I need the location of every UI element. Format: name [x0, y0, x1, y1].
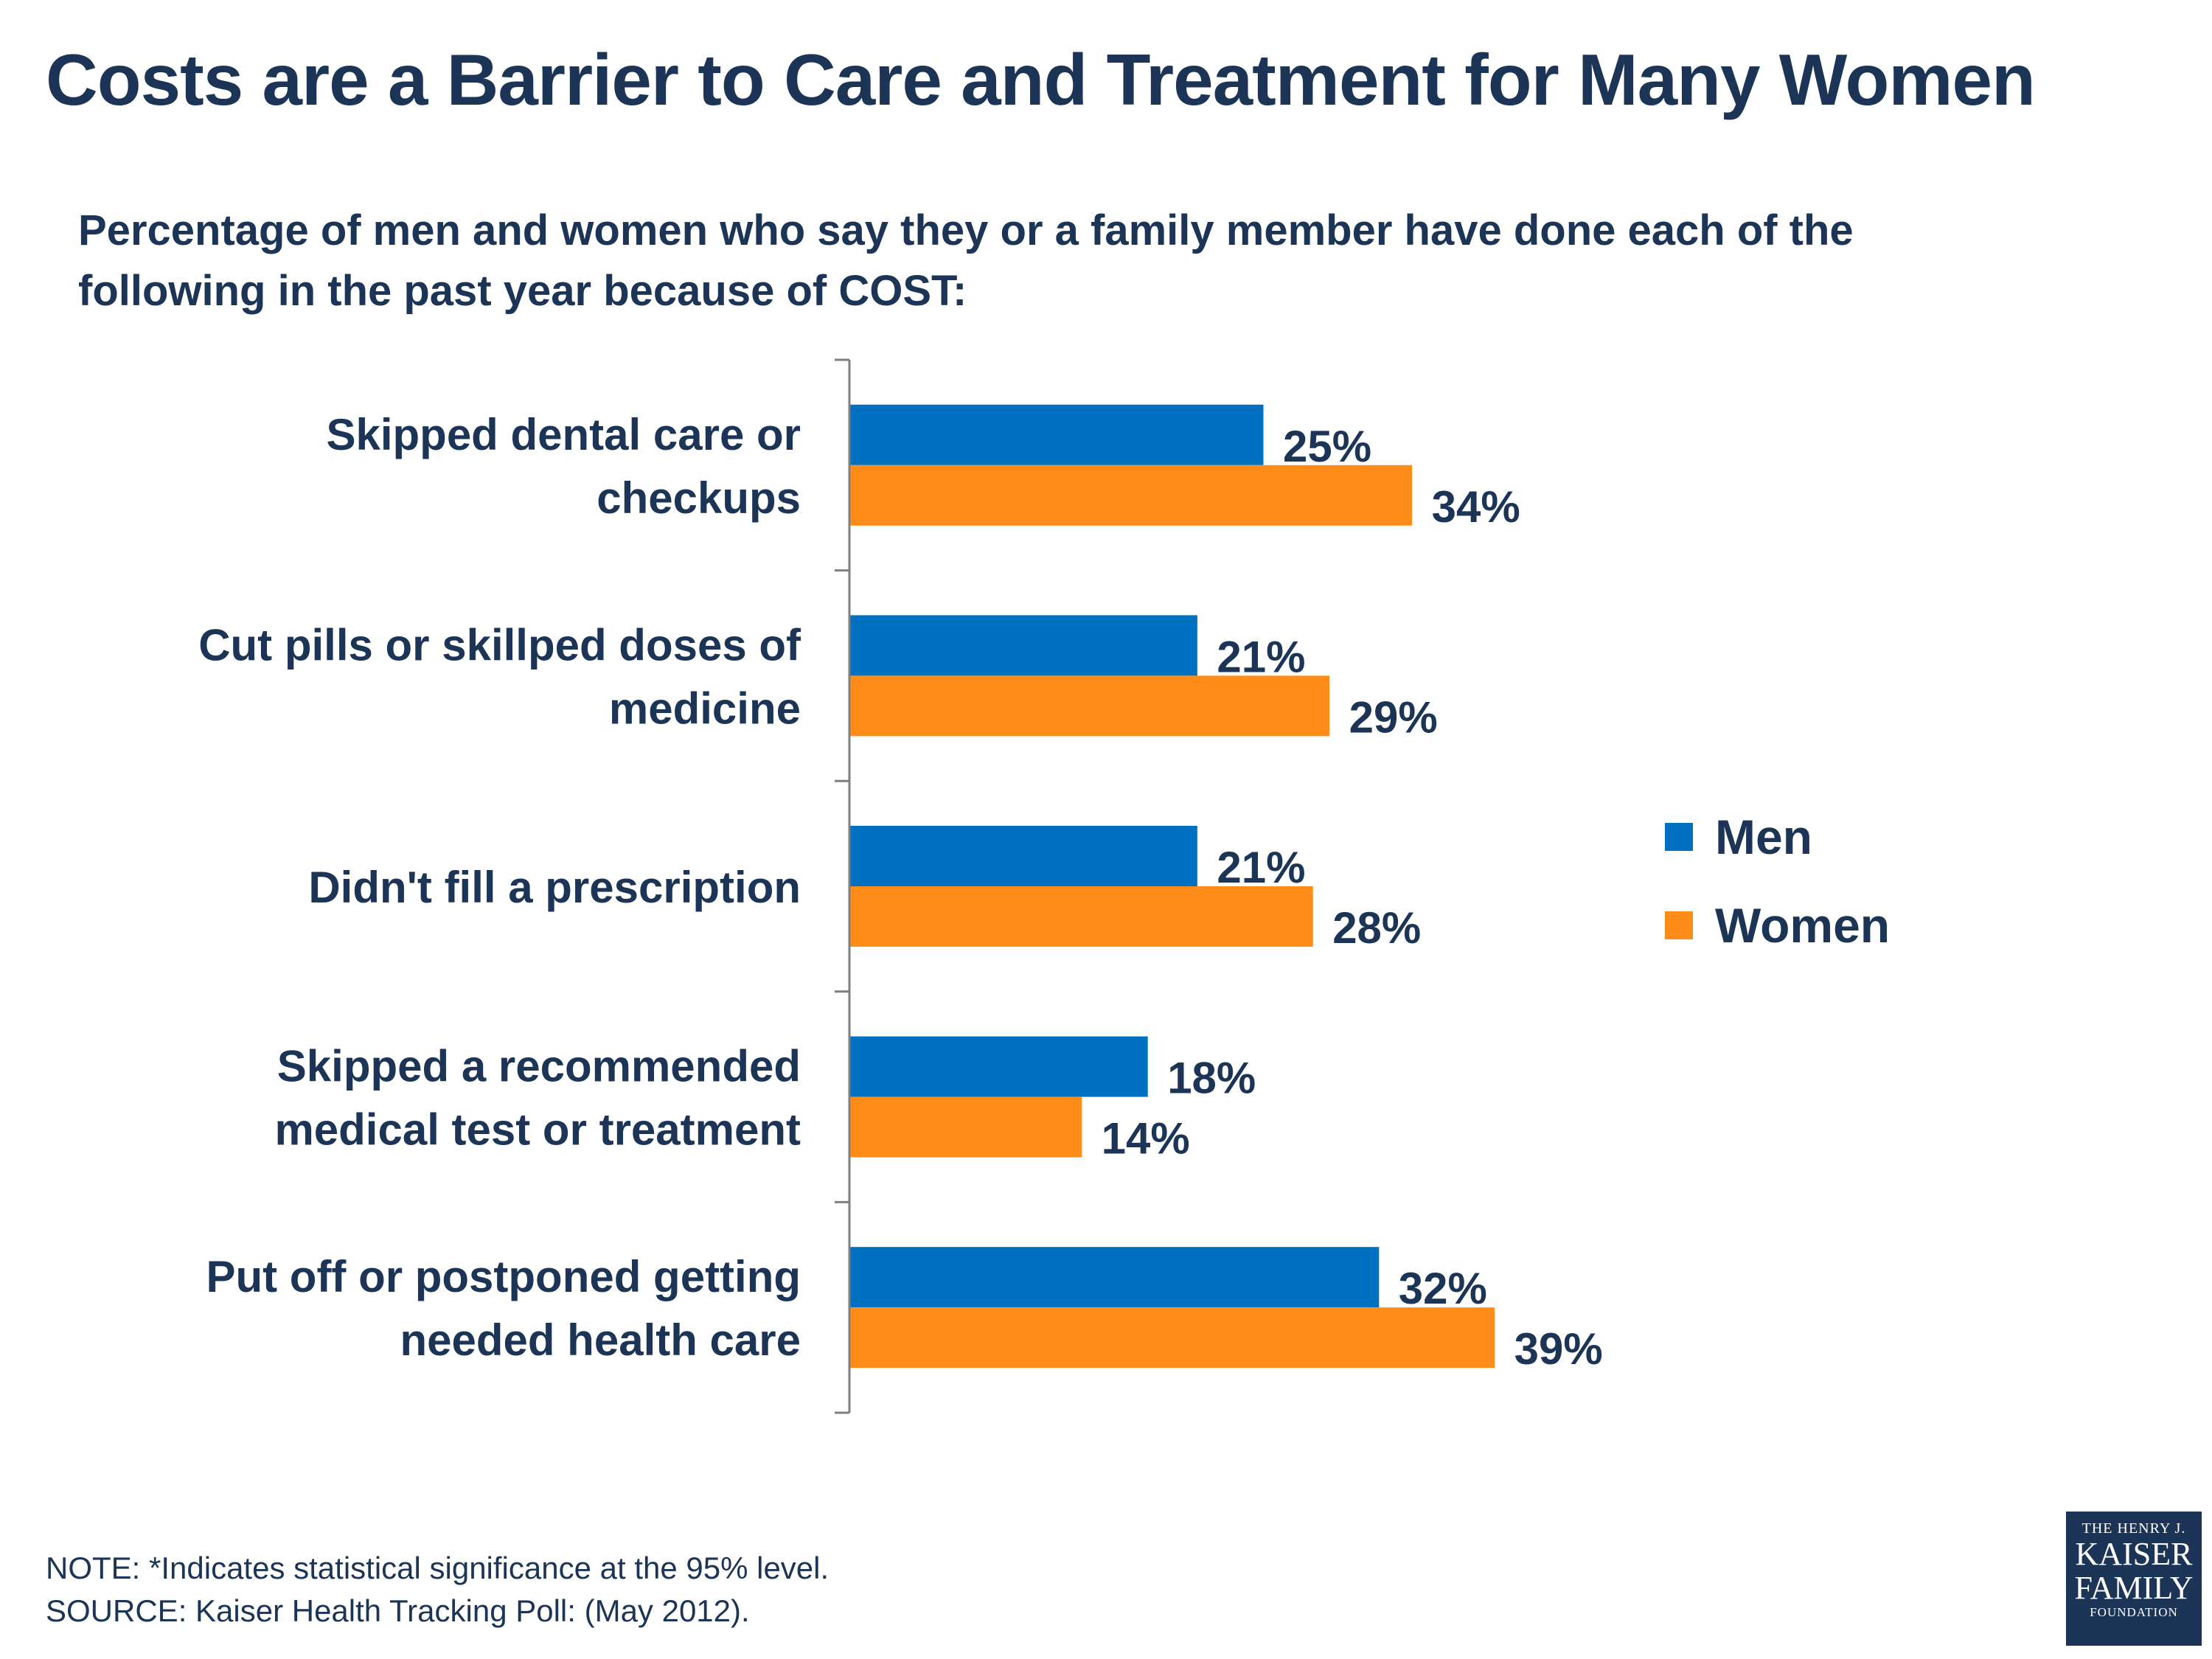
bar-men	[850, 1247, 1380, 1308]
data-label-women: 34%	[1432, 482, 1520, 532]
legend-label-women: Women	[1715, 898, 1891, 953]
bar-men	[850, 615, 1197, 676]
category-label: Skipped a recommended	[277, 1042, 801, 1091]
legend-item-women: Women	[1665, 898, 1891, 953]
kaiser-family-foundation-logo: THE HENRY J. KAISER FAMILY FOUNDATION	[2066, 1512, 2202, 1646]
bar-women	[850, 1096, 1082, 1158]
footer-source: SOURCE: Kaiser Health Tracking Poll: (Ma…	[46, 1593, 750, 1628]
category-label: Cut pills or skillped doses of	[198, 620, 801, 669]
data-label-women: 29%	[1349, 692, 1438, 742]
category-label: medicine	[609, 684, 801, 733]
data-label-men: 21%	[1217, 632, 1305, 681]
logo-line-4: FOUNDATION	[2090, 1605, 2178, 1619]
legend-label-men: Men	[1715, 810, 1812, 864]
legend-swatch-men	[1665, 823, 1693, 851]
bar-women	[850, 1307, 1495, 1368]
footer-notes: NOTE: *Indicates statistical significanc…	[46, 1547, 829, 1632]
category-label: Skipped dental care or	[326, 410, 801, 459]
logo-line-1: THE HENRY J.	[2081, 1520, 2186, 1537]
category-label: needed health care	[400, 1315, 801, 1365]
logo-line-3: FAMILY	[2074, 1570, 2194, 1606]
data-label-men: 21%	[1217, 843, 1305, 892]
category-label: Put off or postponed getting	[206, 1252, 801, 1301]
bar-men	[850, 826, 1197, 886]
legend-item-men: Men	[1665, 810, 1890, 864]
bar-women	[850, 886, 1313, 947]
category-label: Didn't fill a prescription	[308, 863, 801, 912]
data-label-women: 28%	[1332, 903, 1421, 953]
bar-women	[850, 465, 1413, 526]
bar-men	[850, 1036, 1148, 1097]
data-label-men: 32%	[1399, 1264, 1487, 1313]
bar-women	[850, 675, 1330, 737]
logo-line-2: KAISER	[2075, 1536, 2193, 1572]
data-label-men: 18%	[1167, 1054, 1256, 1103]
category-label: medical test or treatment	[274, 1105, 801, 1155]
data-label-women: 14%	[1102, 1114, 1190, 1164]
data-label-men: 25%	[1283, 422, 1371, 471]
legend-swatch-women	[1665, 911, 1693, 939]
slide-title: Costs are a Barrier to Care and Treatmen…	[46, 39, 2036, 120]
footer-note: NOTE: *Indicates statistical significanc…	[46, 1551, 830, 1585]
data-label-women: 39%	[1514, 1324, 1603, 1374]
bar-men	[850, 404, 1264, 465]
category-label: checkups	[597, 473, 801, 523]
chart-legend: Men Women	[1665, 810, 1891, 988]
chart-subtitle: Percentage of men and women who say they…	[78, 206, 1854, 315]
